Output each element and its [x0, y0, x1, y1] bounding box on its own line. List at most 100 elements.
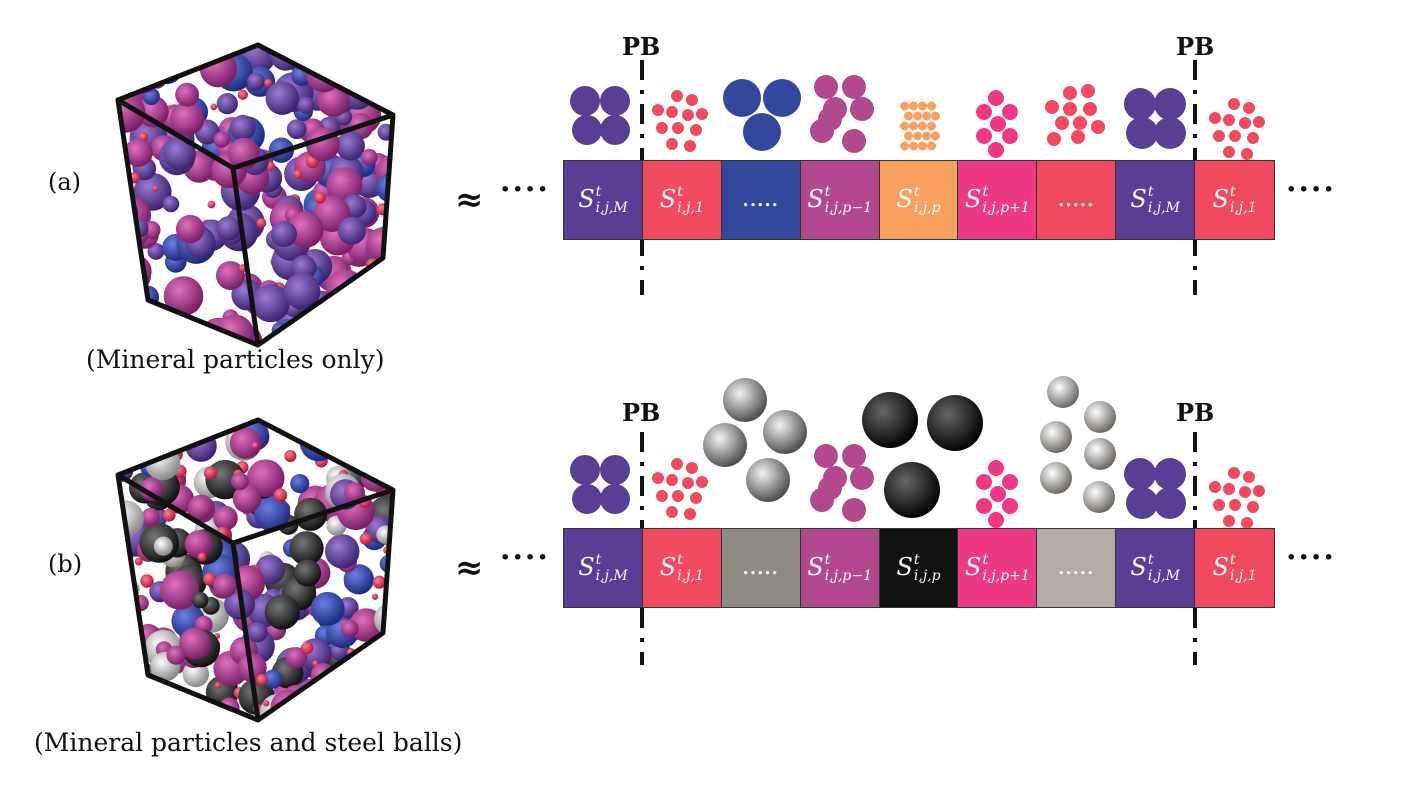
particle-icon — [988, 460, 1004, 476]
particle-sphere — [340, 619, 359, 638]
cube-edge — [230, 167, 261, 346]
particle-sphere — [212, 573, 238, 598]
particle-sphere — [363, 45, 393, 75]
particle-sphere — [213, 131, 230, 148]
magenta-particles — [810, 75, 874, 153]
particle-sphere — [374, 439, 393, 469]
particle-sphere — [256, 674, 268, 686]
particle-sphere — [214, 682, 222, 689]
particle-sphere — [232, 484, 262, 514]
particle-icon — [1126, 117, 1158, 149]
particle-icon — [1223, 515, 1235, 527]
particle-sphere — [367, 294, 391, 318]
particle-sphere — [350, 275, 384, 308]
particle-icon — [900, 121, 909, 131]
particle-sphere — [247, 72, 265, 91]
particle-icon — [696, 108, 708, 120]
particle-sphere — [154, 686, 166, 698]
particle-icon — [918, 101, 927, 111]
particle-sphere — [197, 552, 207, 562]
particle-icon — [572, 115, 602, 145]
state-cell: ..... — [1037, 161, 1117, 239]
particle-icon — [1253, 485, 1265, 497]
steel-ball-icon — [703, 423, 747, 467]
particle-icon — [652, 472, 664, 484]
blue-coarse-particles — [723, 79, 801, 151]
particle-sphere — [140, 574, 154, 588]
particle-sphere — [363, 45, 386, 63]
symbol-letter: S — [896, 553, 913, 581]
particle-icon — [1073, 116, 1087, 130]
particle-icon — [696, 476, 708, 488]
particle-icon — [842, 498, 866, 522]
particle-sphere — [330, 431, 354, 454]
particle-icon — [1247, 132, 1259, 144]
particle-sphere — [325, 534, 360, 569]
particle-sphere — [149, 437, 161, 450]
symbol-letter: S — [1212, 185, 1229, 213]
particle-sphere — [317, 84, 350, 117]
superscript: t — [1229, 552, 1236, 568]
superscript: t — [677, 552, 683, 568]
particle-sphere — [347, 46, 371, 71]
particle-icon — [900, 141, 909, 151]
particle-icon — [988, 512, 1004, 528]
particle-icon — [990, 486, 1006, 502]
particle-icon — [600, 86, 630, 116]
red-fine-particles — [652, 458, 708, 520]
particle-icon — [686, 462, 698, 474]
particle-icon — [1002, 474, 1018, 490]
particle-sphere — [373, 58, 391, 76]
particle-icon — [690, 124, 702, 136]
ellipsis: ..... — [1058, 189, 1095, 211]
particle-icon — [684, 508, 696, 520]
particle-icon — [1154, 487, 1186, 519]
particle-icon — [763, 79, 801, 117]
particle-icon — [1213, 499, 1225, 511]
particle-icon — [1209, 481, 1221, 493]
particle-sphere — [332, 45, 366, 68]
particle-sphere — [300, 641, 314, 655]
particle-sphere — [253, 495, 291, 532]
particle-sphere — [246, 459, 285, 498]
particle-icon — [1253, 116, 1265, 128]
particle-sphere — [160, 570, 200, 610]
cube-edge — [232, 112, 394, 171]
particle-icon — [976, 498, 992, 514]
superscript: t — [1147, 552, 1154, 568]
panel-a-caption: (Mineral particles only) — [86, 345, 385, 374]
orange-fine-particles — [900, 101, 940, 151]
particle-icon — [656, 122, 668, 134]
superscript: t — [1147, 184, 1154, 200]
particle-sphere — [371, 593, 379, 600]
particle-icon — [1063, 102, 1077, 116]
particle-icon — [818, 476, 842, 500]
particle-sphere — [264, 78, 273, 87]
particle-icon — [814, 444, 838, 468]
particle-icon — [1002, 104, 1018, 120]
particle-icon — [904, 111, 913, 121]
particle-icon — [1228, 98, 1240, 110]
particle-sphere — [251, 442, 259, 450]
particle-icon — [1243, 102, 1255, 114]
particle-sphere — [124, 138, 153, 167]
particle-icon — [918, 141, 927, 151]
particle-sphere — [147, 242, 165, 260]
particle-icon — [976, 104, 992, 120]
particle-sphere — [159, 45, 190, 69]
particle-sphere — [213, 505, 238, 531]
particle-icon — [842, 444, 866, 468]
cube-outline — [115, 417, 396, 723]
pb-label-b-left: PB — [622, 398, 661, 427]
superscript: t — [595, 552, 602, 568]
particle-sphere — [285, 647, 308, 669]
particle-sphere — [373, 433, 393, 460]
particle-icon — [850, 466, 874, 490]
particle-sphere — [376, 659, 393, 690]
